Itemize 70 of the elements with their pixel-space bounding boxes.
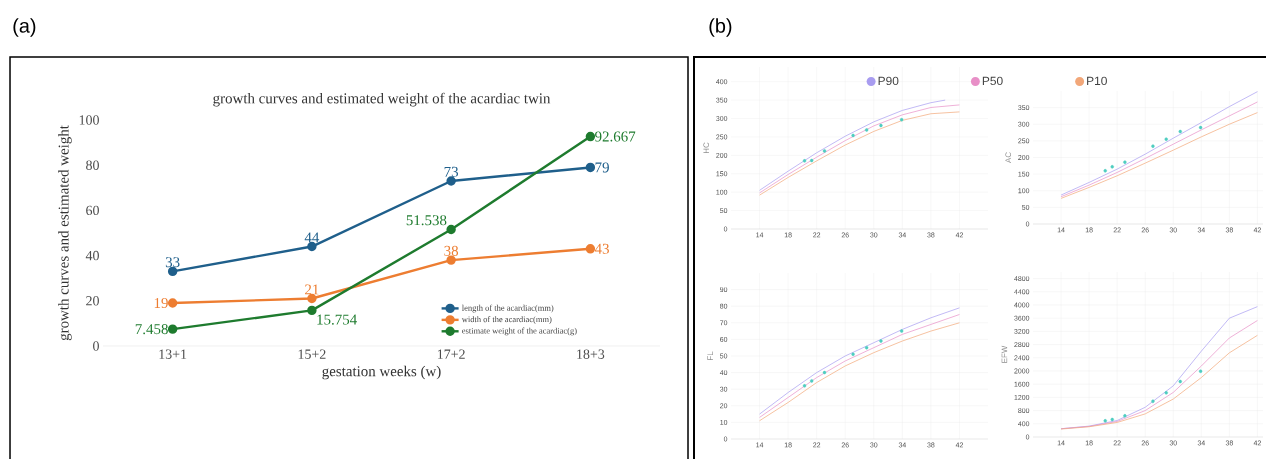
y-tick-label: 80 [86, 160, 99, 170]
chart-title: growth curves and estimated weight of the acardiac twin [213, 92, 551, 107]
point [1151, 144, 1155, 148]
point [879, 123, 883, 128]
point [851, 352, 855, 357]
data-label: 79 [595, 162, 609, 173]
data-label: 33 [165, 257, 180, 268]
text: (b) [709, 18, 732, 37]
point [802, 159, 807, 163]
point [585, 162, 596, 173]
point [1123, 414, 1127, 418]
y-tick-label: 20 [86, 296, 99, 306]
point [167, 298, 178, 308]
data-label: 73 [444, 166, 459, 177]
point [1164, 391, 1168, 395]
point [585, 131, 596, 142]
point [809, 158, 814, 163]
point [585, 244, 596, 254]
point [864, 128, 869, 132]
point [1103, 419, 1107, 423]
data-label: 7.458 [135, 324, 168, 335]
legend-label: length of the acardiac(mm) [461, 304, 554, 313]
point [809, 379, 814, 383]
legend-label: width of the acardiac(mm) [461, 316, 552, 324]
x-tick-label: 15+2 [298, 349, 326, 359]
legend-label: P90 [878, 76, 899, 86]
data-label: 19 [154, 298, 168, 309]
point [1123, 160, 1127, 164]
x-axis-title: gestation weeks (w) [322, 365, 441, 380]
data-label: 92.667 [595, 131, 636, 142]
y-tick-label: 100 [79, 115, 99, 125]
point [899, 329, 904, 333]
legend-label: estimate weight of the acardiac(g) [462, 327, 577, 336]
x-tick-label: 17+2 [437, 349, 465, 359]
point [307, 305, 317, 316]
data-label: 21 [305, 284, 319, 295]
point [167, 324, 178, 334]
point [1103, 169, 1107, 173]
data-label: 44 [304, 232, 320, 243]
data-label: 15.754 [317, 314, 357, 325]
point [1151, 399, 1155, 404]
point [879, 339, 883, 343]
x-tick-label: 18+3 [577, 349, 605, 359]
point [1198, 125, 1203, 130]
x-tick-label: 13+1 [159, 349, 187, 359]
y-tick-label: 0 [93, 341, 99, 351]
text: (a) [13, 18, 36, 37]
point [446, 255, 456, 265]
point [1110, 165, 1114, 169]
data-label: 38 [444, 245, 459, 256]
point [822, 149, 827, 153]
point [899, 117, 904, 122]
point [1178, 129, 1182, 134]
data-label: 43 [594, 243, 609, 254]
point [1198, 369, 1203, 374]
point [446, 224, 456, 235]
point [1164, 137, 1168, 141]
point [851, 133, 855, 138]
y-tick-label: 40 [85, 250, 99, 261]
point [1178, 379, 1182, 384]
legend-label: P50 [982, 76, 1003, 86]
point [822, 370, 827, 375]
point [1110, 417, 1114, 422]
point [802, 384, 807, 388]
data-label: 51.538 [406, 215, 447, 226]
legend-label: P10 [1087, 76, 1107, 86]
y-axis-title: growth curves and estimated weight [58, 125, 72, 341]
point [446, 176, 456, 186]
point [864, 345, 869, 350]
y-tick-label: 60 [86, 205, 99, 216]
